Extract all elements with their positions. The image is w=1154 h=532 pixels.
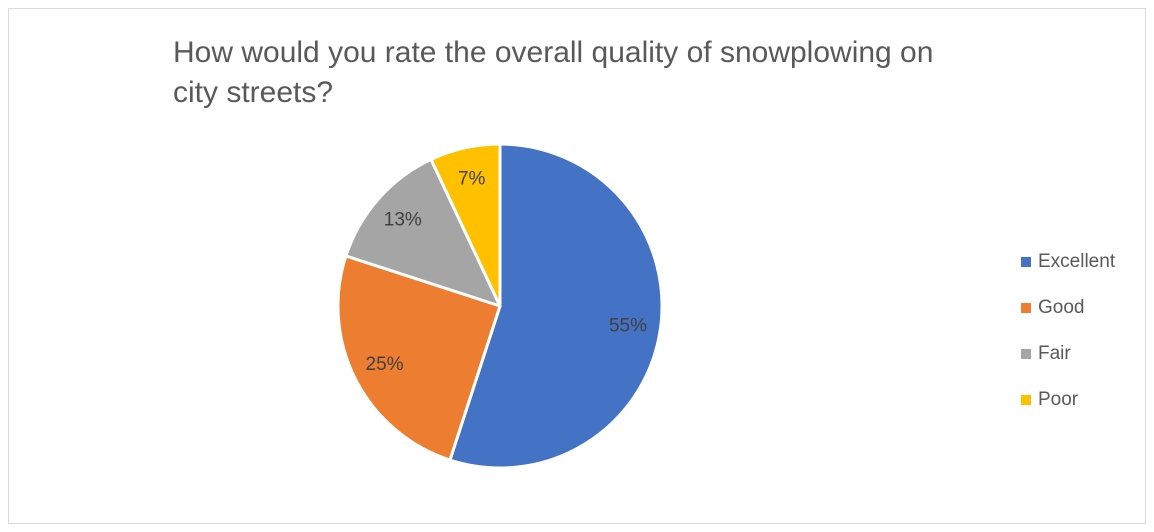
pie-slice-fair bbox=[344, 157, 502, 308]
legend-item-excellent: Excellent bbox=[1021, 239, 1115, 285]
chart-legend: Excellent Good Fair Poor bbox=[1021, 239, 1115, 423]
pie-slice-excellent bbox=[448, 142, 664, 470]
legend-label-poor: Poor bbox=[1038, 389, 1079, 410]
legend-label-good: Good bbox=[1038, 297, 1085, 318]
legend-label-fair: Fair bbox=[1038, 343, 1071, 364]
legend-item-poor: Poor bbox=[1021, 377, 1115, 423]
data-label-fair: 13% bbox=[384, 209, 422, 230]
legend-item-fair: Fair bbox=[1021, 331, 1115, 377]
pie-slice-good bbox=[336, 254, 502, 462]
legend-swatch-excellent bbox=[1021, 257, 1031, 267]
data-label-good: 25% bbox=[366, 354, 404, 375]
chart-title: How would you rate the overall quality o… bbox=[173, 36, 934, 109]
data-label-poor: 7% bbox=[458, 169, 486, 190]
legend-label-excellent: Excellent bbox=[1038, 251, 1116, 272]
pie-slice-poor bbox=[429, 142, 502, 308]
data-label-excellent: 55% bbox=[609, 315, 647, 336]
legend-item-good: Good bbox=[1021, 285, 1115, 331]
legend-swatch-poor bbox=[1021, 395, 1031, 405]
legend-swatch-good bbox=[1021, 303, 1031, 313]
legend-swatch-fair bbox=[1021, 349, 1031, 359]
